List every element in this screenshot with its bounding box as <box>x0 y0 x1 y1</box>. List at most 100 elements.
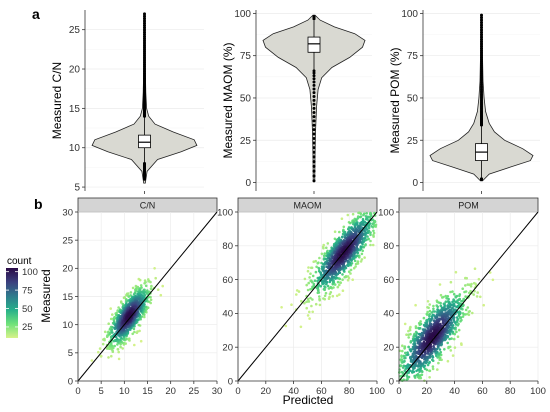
outlier-point <box>480 47 483 51</box>
data-point <box>455 305 458 309</box>
data-point <box>444 300 448 304</box>
data-point <box>329 291 333 294</box>
data-point <box>312 282 316 286</box>
data-point <box>457 311 461 315</box>
data-point <box>326 242 330 245</box>
outlier-point <box>312 115 316 119</box>
data-point <box>360 258 364 261</box>
color-legend: count 100 75 50 25 <box>6 256 38 338</box>
data-point <box>428 314 431 318</box>
data-point <box>354 262 358 266</box>
outlier-point <box>312 110 316 114</box>
data-point <box>460 342 463 345</box>
data-point <box>352 266 356 270</box>
data-point <box>372 233 375 237</box>
data-point <box>340 217 344 220</box>
data-point <box>127 295 131 298</box>
outlier-point <box>480 44 483 48</box>
data-point <box>366 235 369 238</box>
data-point <box>325 246 328 250</box>
data-point <box>339 281 342 284</box>
facet-strip-label: POM <box>458 201 479 211</box>
data-point <box>347 259 350 262</box>
outlier-point <box>312 106 316 110</box>
data-point <box>120 336 123 340</box>
y-tick-label: 5 <box>74 183 80 194</box>
data-point <box>422 316 426 320</box>
outlier-point <box>480 53 483 57</box>
y-tick-label: 75 <box>240 51 252 62</box>
data-point <box>455 330 458 334</box>
data-point <box>349 221 352 225</box>
data-point <box>413 343 417 347</box>
violin-panel-cn: 5 10 15 20 25 Measured C/N <box>50 10 204 194</box>
data-point <box>329 277 332 281</box>
data-point <box>355 219 358 222</box>
data-point <box>417 368 420 371</box>
data-point <box>353 259 357 263</box>
outlier-point <box>143 37 146 41</box>
data-point <box>447 345 450 349</box>
data-point <box>319 284 323 288</box>
data-point <box>367 237 370 241</box>
identity-line <box>237 211 378 382</box>
data-point <box>284 324 288 328</box>
outlier-point <box>312 160 316 164</box>
outlier-point <box>480 55 483 59</box>
outlier-point <box>480 18 483 22</box>
data-point <box>403 359 406 363</box>
scatter-panel-cn: C/N 0 5 10 15 20 25 30 0 5 10 15 20 25 30 <box>62 197 223 397</box>
x-tick-label: 20 <box>422 386 433 397</box>
data-point <box>310 304 313 308</box>
data-point <box>456 319 459 322</box>
outlier-point <box>312 87 316 91</box>
data-point <box>133 330 136 334</box>
data-point <box>406 353 410 356</box>
data-point <box>318 297 321 301</box>
data-point <box>309 272 312 276</box>
data-point <box>448 337 451 341</box>
data-point <box>150 284 153 288</box>
data-point <box>131 332 134 336</box>
outlier-point <box>480 59 483 63</box>
data-point <box>428 360 431 364</box>
y-tick-label: 0 <box>68 376 73 387</box>
outlier-point <box>312 174 316 178</box>
x-tick-label: 0 <box>396 386 401 397</box>
data-point <box>372 229 375 233</box>
data-point <box>369 243 372 247</box>
data-point <box>445 297 448 300</box>
data-point <box>464 295 467 298</box>
data-point <box>309 296 312 300</box>
data-point <box>117 350 120 354</box>
data-point <box>472 293 476 296</box>
outlier-point <box>143 30 146 34</box>
outlier-point <box>312 179 316 183</box>
y-tick-label: 80 <box>222 241 233 252</box>
data-point <box>359 260 363 263</box>
data-point <box>439 301 442 305</box>
data-point <box>111 331 114 334</box>
x-tick-label: 60 <box>316 386 327 397</box>
data-point <box>461 315 465 318</box>
y-tick-label: 25 <box>240 136 252 147</box>
data-point <box>414 334 418 337</box>
data-point <box>415 332 419 335</box>
x-tick-label: 30 <box>212 386 223 397</box>
data-point <box>318 295 321 298</box>
data-point <box>410 358 413 361</box>
data-point <box>426 363 430 367</box>
data-point <box>129 291 133 294</box>
data-point <box>428 309 432 313</box>
data-point <box>326 259 329 263</box>
data-point <box>331 252 334 256</box>
outlier-point <box>143 17 146 21</box>
data-point <box>419 322 423 326</box>
data-point <box>311 310 315 314</box>
data-point <box>311 280 314 284</box>
outlier-point <box>480 177 483 181</box>
data-point <box>408 328 412 332</box>
data-point <box>449 349 453 352</box>
data-point <box>308 276 311 279</box>
data-point <box>329 285 333 289</box>
